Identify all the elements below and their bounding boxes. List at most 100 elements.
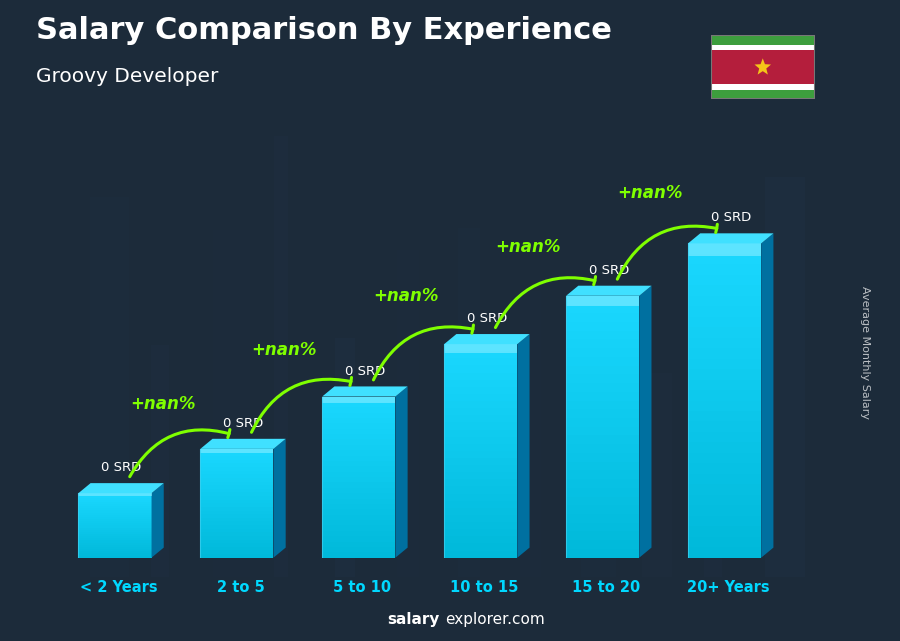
Polygon shape bbox=[78, 543, 151, 545]
Polygon shape bbox=[201, 492, 274, 496]
Polygon shape bbox=[322, 467, 395, 472]
Bar bbox=[90, 197, 130, 577]
Polygon shape bbox=[78, 483, 164, 493]
Polygon shape bbox=[322, 397, 395, 402]
Polygon shape bbox=[322, 429, 395, 434]
Polygon shape bbox=[78, 556, 151, 558]
Text: +nan%: +nan% bbox=[496, 238, 561, 256]
Polygon shape bbox=[688, 432, 761, 442]
Polygon shape bbox=[445, 472, 518, 479]
Polygon shape bbox=[688, 495, 761, 505]
Polygon shape bbox=[322, 477, 395, 483]
Text: 5 to 10: 5 to 10 bbox=[333, 580, 392, 595]
Polygon shape bbox=[566, 296, 639, 306]
Polygon shape bbox=[78, 515, 151, 517]
Polygon shape bbox=[274, 439, 285, 558]
Polygon shape bbox=[688, 327, 761, 338]
Text: 0 SRD: 0 SRD bbox=[101, 462, 141, 474]
Polygon shape bbox=[566, 313, 639, 322]
Polygon shape bbox=[201, 551, 274, 554]
Polygon shape bbox=[566, 365, 639, 374]
Polygon shape bbox=[201, 510, 274, 514]
Polygon shape bbox=[201, 525, 274, 529]
Polygon shape bbox=[78, 508, 151, 510]
Polygon shape bbox=[78, 549, 151, 551]
Polygon shape bbox=[322, 547, 395, 553]
Polygon shape bbox=[688, 422, 761, 432]
Bar bbox=[711, 85, 814, 90]
Polygon shape bbox=[761, 233, 773, 558]
Text: 2 to 5: 2 to 5 bbox=[217, 580, 265, 595]
Polygon shape bbox=[445, 551, 518, 558]
Polygon shape bbox=[445, 479, 518, 487]
Polygon shape bbox=[78, 538, 151, 540]
Polygon shape bbox=[201, 499, 274, 503]
Text: 20+ Years: 20+ Years bbox=[687, 580, 770, 595]
Text: 0 SRD: 0 SRD bbox=[711, 212, 751, 224]
Polygon shape bbox=[445, 515, 518, 522]
Bar bbox=[711, 35, 814, 45]
Polygon shape bbox=[445, 544, 518, 551]
Polygon shape bbox=[78, 528, 151, 529]
Polygon shape bbox=[445, 444, 518, 451]
Bar bbox=[212, 231, 249, 577]
Polygon shape bbox=[688, 401, 761, 411]
Polygon shape bbox=[201, 514, 274, 518]
Polygon shape bbox=[322, 531, 395, 536]
Polygon shape bbox=[566, 331, 639, 340]
Polygon shape bbox=[688, 254, 761, 264]
Text: 0 SRD: 0 SRD bbox=[345, 365, 385, 378]
Text: 0 SRD: 0 SRD bbox=[467, 312, 507, 325]
Polygon shape bbox=[201, 489, 274, 492]
Polygon shape bbox=[566, 322, 639, 331]
Polygon shape bbox=[688, 474, 761, 485]
Polygon shape bbox=[322, 493, 395, 499]
Polygon shape bbox=[151, 483, 164, 558]
Polygon shape bbox=[322, 445, 395, 450]
Polygon shape bbox=[445, 487, 518, 494]
Polygon shape bbox=[566, 383, 639, 392]
Polygon shape bbox=[78, 547, 151, 549]
Polygon shape bbox=[566, 488, 639, 497]
Polygon shape bbox=[688, 442, 761, 453]
Polygon shape bbox=[445, 394, 518, 401]
Polygon shape bbox=[566, 340, 639, 348]
Polygon shape bbox=[201, 456, 274, 460]
Polygon shape bbox=[518, 334, 529, 558]
Polygon shape bbox=[566, 514, 639, 523]
Polygon shape bbox=[78, 495, 151, 497]
Polygon shape bbox=[78, 519, 151, 521]
Polygon shape bbox=[322, 450, 395, 456]
Polygon shape bbox=[322, 434, 395, 440]
Polygon shape bbox=[688, 505, 761, 516]
Polygon shape bbox=[395, 387, 408, 558]
Polygon shape bbox=[566, 304, 639, 313]
Polygon shape bbox=[322, 387, 408, 397]
Polygon shape bbox=[201, 460, 274, 463]
Bar bbox=[151, 345, 169, 577]
Polygon shape bbox=[566, 286, 652, 296]
Polygon shape bbox=[201, 463, 274, 467]
Polygon shape bbox=[322, 402, 395, 407]
Bar bbox=[580, 333, 616, 577]
Polygon shape bbox=[445, 494, 518, 501]
Polygon shape bbox=[445, 344, 518, 353]
Polygon shape bbox=[445, 422, 518, 429]
Polygon shape bbox=[322, 418, 395, 423]
Polygon shape bbox=[688, 358, 761, 369]
Polygon shape bbox=[639, 286, 652, 558]
Polygon shape bbox=[688, 306, 761, 317]
Polygon shape bbox=[445, 522, 518, 529]
Polygon shape bbox=[322, 483, 395, 488]
Polygon shape bbox=[78, 540, 151, 543]
Polygon shape bbox=[201, 481, 274, 485]
Polygon shape bbox=[78, 536, 151, 538]
Bar bbox=[458, 228, 480, 577]
Polygon shape bbox=[688, 264, 761, 275]
Text: 10 to 15: 10 to 15 bbox=[450, 580, 518, 595]
Polygon shape bbox=[322, 520, 395, 526]
Bar bbox=[336, 338, 355, 577]
Polygon shape bbox=[445, 537, 518, 544]
Polygon shape bbox=[566, 470, 639, 479]
Polygon shape bbox=[78, 529, 151, 532]
